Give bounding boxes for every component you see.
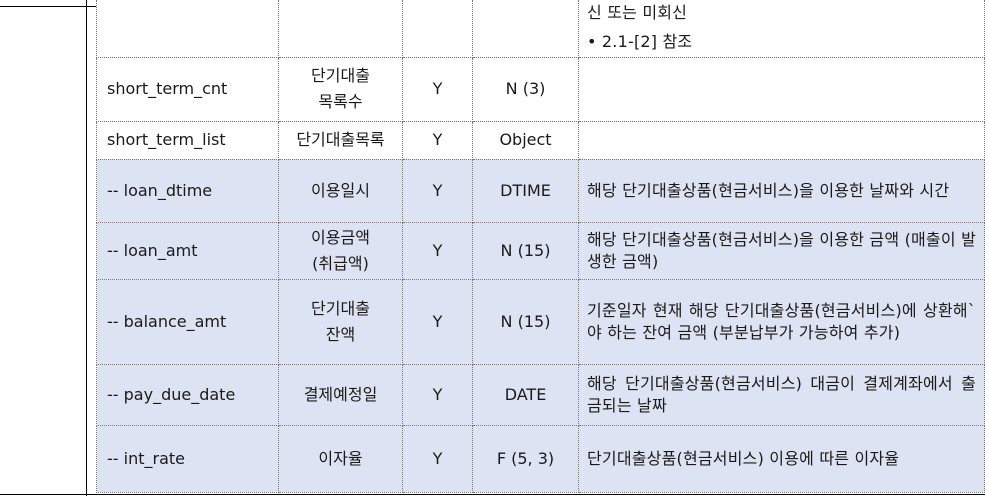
continued-description-line: 신 또는 미회신 [587, 3, 688, 22]
cell-type [472, 0, 579, 58]
field-description [578, 56, 985, 122]
left-margin-rule [0, 0, 96, 496]
table-row: short_term_list 단기대출목록 Y Object [96, 120, 985, 160]
field-label: 이용금액 (취급액) [278, 221, 403, 280]
field-description: 해당 단기대출상품(현금서비스)을 이용한 금액 (매출이 발생한 금액) [578, 221, 985, 280]
table-row: -- int_rate 이자율 Y F (5, 3) 단기대출상품(현금서비스) 이용에… [96, 424, 985, 493]
table-row-continued: 신 또는 미회신 • 2.1-[2] 참조 [96, 0, 985, 58]
field-label: 이용일시 [278, 158, 403, 223]
field-name: short_term_cnt [96, 56, 279, 122]
table-row: -- pay_due_date 결제예정일 Y DATE 해당 단기대출상품(현금서비스… [96, 363, 985, 426]
field-type: DTIME [472, 158, 579, 223]
field-name: short_term_list [96, 120, 279, 160]
field-name: -- loan_dtime [96, 158, 279, 223]
field-description: 해당 단기대출상품(현금서비스) 대금이 결제계좌에서 출금되는 날짜 [578, 363, 985, 426]
field-name: -- pay_due_date [96, 363, 279, 426]
field-required: Y [402, 158, 473, 223]
field-label: 이자율 [278, 424, 403, 493]
field-type: Object [472, 120, 579, 160]
cell-label [278, 0, 403, 58]
spec-table: 신 또는 미회신 • 2.1-[2] 참조 short_term_cnt 단기대출… [96, 0, 985, 493]
cell-name [96, 0, 279, 58]
field-required: Y [402, 278, 473, 365]
field-name: -- balance_amt [96, 278, 279, 365]
field-name: -- int_rate [96, 424, 279, 493]
field-type: N (15) [472, 278, 579, 365]
cell-description: 신 또는 미회신 • 2.1-[2] 참조 [578, 0, 985, 58]
field-label: 단기대출 목록수 [278, 56, 403, 122]
field-type: DATE [472, 363, 579, 426]
field-type: F (5, 3) [472, 424, 579, 493]
left-vertical-rule [86, 0, 87, 496]
field-description [578, 120, 985, 160]
field-required: Y [402, 120, 473, 160]
field-description: 해당 단기대출상품(현금서비스)을 이용한 날짜와 시간 [578, 158, 985, 223]
field-required: Y [402, 424, 473, 493]
field-required: Y [402, 363, 473, 426]
field-required: Y [402, 56, 473, 122]
table-row: -- balance_amt 단기대출 잔액 Y N (15) 기준일자 현재 해당 단기… [96, 278, 985, 365]
bottom-rule [0, 494, 985, 495]
table-row: -- loan_amt 이용금액 (취급액) Y N (15) 해당 단기대출상품(현금서… [96, 221, 985, 280]
field-name: -- loan_amt [96, 221, 279, 280]
cell-required [402, 0, 473, 58]
left-horizontal-rule [0, 6, 96, 7]
table-row: -- loan_dtime 이용일시 Y DTIME 해당 단기대출상품(현금서비스)을… [96, 158, 985, 223]
field-description: 단기대출상품(현금서비스) 이용에 따른 이자율 [578, 424, 985, 493]
field-label: 단기대출 잔액 [278, 278, 403, 365]
field-label: 단기대출목록 [278, 120, 403, 160]
field-description: 기준일자 현재 해당 단기대출상품(현금서비스)에 상환해`야 하는 잔여 금액… [578, 278, 985, 365]
field-type: N (3) [472, 56, 579, 122]
field-type: N (15) [472, 221, 579, 280]
field-label: 결제예정일 [278, 363, 403, 426]
table-row: short_term_cnt 단기대출 목록수 Y N (3) [96, 56, 985, 122]
field-required: Y [402, 221, 473, 280]
reference-note: • 2.1-[2] 참조 [587, 32, 693, 51]
